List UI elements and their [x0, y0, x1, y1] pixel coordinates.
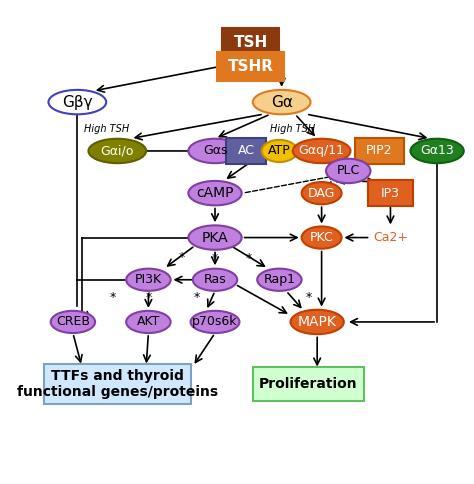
FancyBboxPatch shape	[368, 180, 413, 207]
Ellipse shape	[48, 90, 106, 114]
Ellipse shape	[193, 269, 237, 291]
FancyBboxPatch shape	[222, 28, 279, 57]
Ellipse shape	[257, 269, 301, 291]
Text: AC: AC	[237, 144, 255, 157]
Text: TSHR: TSHR	[228, 59, 273, 74]
Text: *: *	[179, 251, 185, 264]
Ellipse shape	[51, 311, 95, 333]
Text: Ca2+: Ca2+	[373, 231, 408, 244]
Text: *: *	[110, 291, 116, 304]
Text: Gαs: Gαs	[203, 144, 227, 157]
Text: PIP2: PIP2	[366, 144, 392, 157]
FancyBboxPatch shape	[226, 137, 266, 164]
Text: PI3K: PI3K	[135, 273, 162, 286]
Ellipse shape	[262, 140, 297, 162]
Text: MAPK: MAPK	[298, 315, 337, 329]
Text: Gα13: Gα13	[420, 144, 454, 157]
Ellipse shape	[126, 269, 171, 291]
Text: *: *	[145, 291, 152, 304]
FancyBboxPatch shape	[217, 52, 284, 81]
Text: Gα: Gα	[271, 94, 292, 109]
Text: *: *	[245, 252, 251, 265]
Text: PKA: PKA	[202, 230, 228, 244]
Text: Proliferation: Proliferation	[259, 377, 357, 391]
Text: PKC: PKC	[310, 231, 334, 244]
Ellipse shape	[126, 311, 171, 333]
Ellipse shape	[326, 159, 371, 183]
Ellipse shape	[291, 310, 344, 334]
Text: IP3: IP3	[381, 187, 400, 199]
FancyBboxPatch shape	[355, 137, 404, 164]
Text: PLC: PLC	[337, 165, 360, 178]
Ellipse shape	[301, 182, 342, 204]
Text: *: *	[212, 252, 218, 265]
Text: Gβγ: Gβγ	[62, 94, 92, 109]
Text: Gαq/11: Gαq/11	[299, 144, 345, 157]
Ellipse shape	[188, 226, 242, 250]
Text: Ras: Ras	[204, 273, 227, 286]
Text: *: *	[305, 291, 311, 304]
Text: *: *	[194, 291, 201, 304]
Ellipse shape	[188, 139, 242, 163]
Text: cAMP: cAMP	[196, 186, 234, 200]
Ellipse shape	[293, 139, 350, 163]
Text: TTFs and thyroid
functional genes/proteins: TTFs and thyroid functional genes/protei…	[17, 369, 218, 399]
Ellipse shape	[410, 139, 464, 163]
Text: DAG: DAG	[308, 187, 335, 199]
Ellipse shape	[89, 139, 146, 163]
Ellipse shape	[188, 181, 242, 205]
Text: ATP: ATP	[268, 144, 291, 157]
Text: High TSH: High TSH	[270, 124, 315, 134]
Ellipse shape	[301, 227, 342, 249]
Text: Rap1: Rap1	[264, 273, 295, 286]
Text: CREB: CREB	[56, 316, 90, 329]
Ellipse shape	[191, 311, 239, 333]
Text: High TSH: High TSH	[83, 124, 129, 134]
FancyBboxPatch shape	[253, 367, 364, 401]
Ellipse shape	[253, 90, 310, 114]
Text: AKT: AKT	[137, 316, 160, 329]
FancyBboxPatch shape	[44, 364, 191, 404]
Text: Gαi/o: Gαi/o	[100, 144, 134, 157]
Text: p70s6k: p70s6k	[192, 316, 238, 329]
Text: TSH: TSH	[233, 35, 268, 50]
